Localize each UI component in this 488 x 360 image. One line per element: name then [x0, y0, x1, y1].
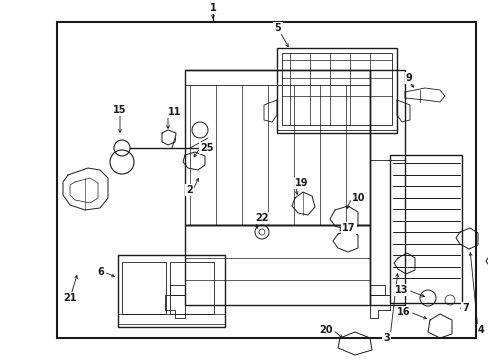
Bar: [57, 22, 475, 338]
Bar: [276, 48, 396, 133]
Text: 4: 4: [477, 325, 484, 335]
Bar: [118, 314, 224, 324]
Text: 6: 6: [97, 267, 104, 277]
Text: 7: 7: [461, 303, 468, 313]
Text: 10: 10: [351, 193, 365, 203]
Bar: [122, 262, 165, 314]
Text: 9: 9: [405, 73, 412, 83]
Text: 3: 3: [383, 333, 389, 343]
Text: 19: 19: [294, 178, 308, 188]
Text: 17: 17: [341, 223, 355, 233]
Text: 21: 21: [63, 293, 77, 303]
Bar: [389, 155, 461, 303]
Text: 20: 20: [319, 325, 332, 335]
Bar: [118, 255, 224, 327]
Text: 16: 16: [396, 307, 409, 317]
Text: 22: 22: [254, 213, 268, 223]
Text: 2: 2: [186, 185, 193, 195]
Text: 5: 5: [274, 23, 281, 33]
Text: 1: 1: [209, 3, 216, 13]
Bar: [184, 70, 369, 225]
Bar: [184, 225, 369, 305]
Text: 25: 25: [200, 143, 213, 153]
Bar: [170, 262, 214, 314]
Text: 15: 15: [113, 105, 126, 115]
Bar: [282, 53, 391, 125]
Text: 11: 11: [168, 107, 181, 117]
Text: 13: 13: [394, 285, 407, 295]
Bar: [369, 70, 404, 305]
